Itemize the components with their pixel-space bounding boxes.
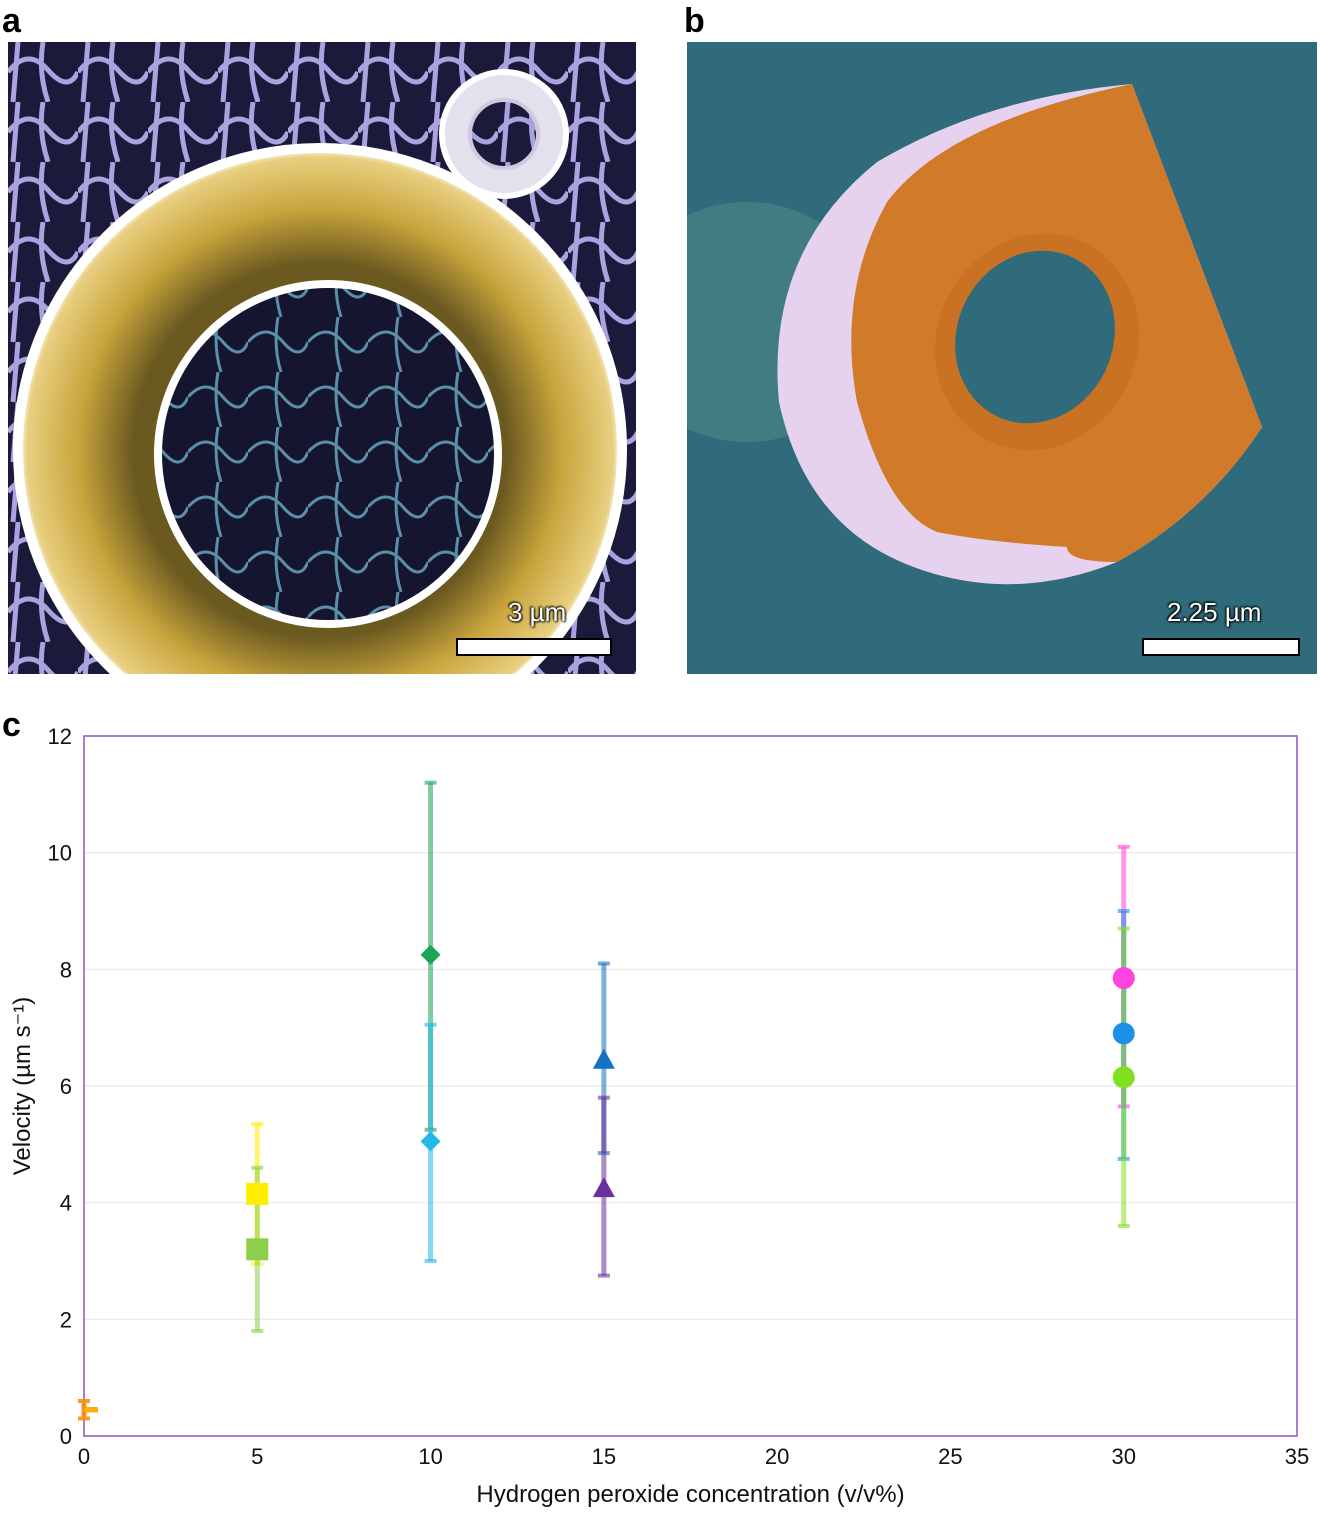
panel-a-letter: a bbox=[2, 2, 21, 40]
data-point-dash bbox=[84, 1407, 98, 1413]
data-markers bbox=[84, 944, 1135, 1413]
y-tick-label: 12 bbox=[48, 724, 72, 749]
x-tick-label: 5 bbox=[251, 1444, 263, 1469]
y-tick-label: 0 bbox=[60, 1424, 72, 1449]
data-point-square bbox=[246, 1238, 269, 1261]
plot-frame bbox=[83, 735, 1298, 1437]
x-tick-label: 25 bbox=[938, 1444, 962, 1469]
x-tick-label: 15 bbox=[592, 1444, 616, 1469]
data-point-circle bbox=[1112, 1022, 1135, 1045]
x-tick-label: 20 bbox=[765, 1444, 789, 1469]
x-tick-label: 30 bbox=[1111, 1444, 1135, 1469]
micrograph-disc: 2.25 µm bbox=[687, 42, 1317, 674]
y-tick-label: 4 bbox=[60, 1191, 72, 1216]
scale-bar bbox=[1142, 638, 1300, 656]
panel-b-letter: b bbox=[684, 2, 705, 40]
scale-bar-label: 3 µm bbox=[508, 597, 567, 627]
data-point-diamond bbox=[420, 944, 441, 965]
scale-bar-label: 2.25 µm bbox=[1167, 597, 1262, 627]
grid-lines bbox=[84, 852, 1297, 1320]
y-tick-label: 8 bbox=[60, 957, 72, 982]
y-tick-label: 6 bbox=[60, 1074, 72, 1099]
x-tick-label: 10 bbox=[418, 1444, 442, 1469]
y-tick-label: 2 bbox=[60, 1307, 72, 1332]
data-point-triangle bbox=[592, 1048, 615, 1069]
x-tick-label: 0 bbox=[78, 1444, 90, 1469]
x-tick-label: 35 bbox=[1285, 1444, 1309, 1469]
micrograph-ring-image bbox=[8, 42, 636, 674]
data-point-square bbox=[246, 1182, 269, 1205]
y-tick-label: 10 bbox=[48, 841, 72, 866]
error-bars bbox=[78, 780, 1130, 1421]
micrograph-ring: 3 µm bbox=[8, 42, 636, 674]
velocity-chart: 0 5 10 15 20 25 30 35 0 2 4 6 8 10 12 Hydrogen peroxi… bbox=[9, 724, 1309, 1508]
y-axis-ticks: 0 2 4 6 8 10 12 bbox=[48, 724, 72, 1449]
data-point-diamond bbox=[420, 1131, 441, 1152]
data-point-circle bbox=[1112, 967, 1135, 990]
panel-c-letter: c bbox=[2, 706, 21, 744]
x-axis-title: Hydrogen peroxide concentration (v/v%) bbox=[476, 1481, 904, 1508]
data-point-triangle bbox=[592, 1177, 615, 1198]
scale-bar bbox=[456, 638, 612, 656]
x-axis-ticks: 0 5 10 15 20 25 30 35 bbox=[78, 1444, 1309, 1469]
data-point-circle bbox=[1112, 1066, 1135, 1089]
micrograph-disc-image bbox=[687, 42, 1317, 674]
y-axis-title: Velocity (µm s⁻¹) bbox=[9, 997, 36, 1176]
